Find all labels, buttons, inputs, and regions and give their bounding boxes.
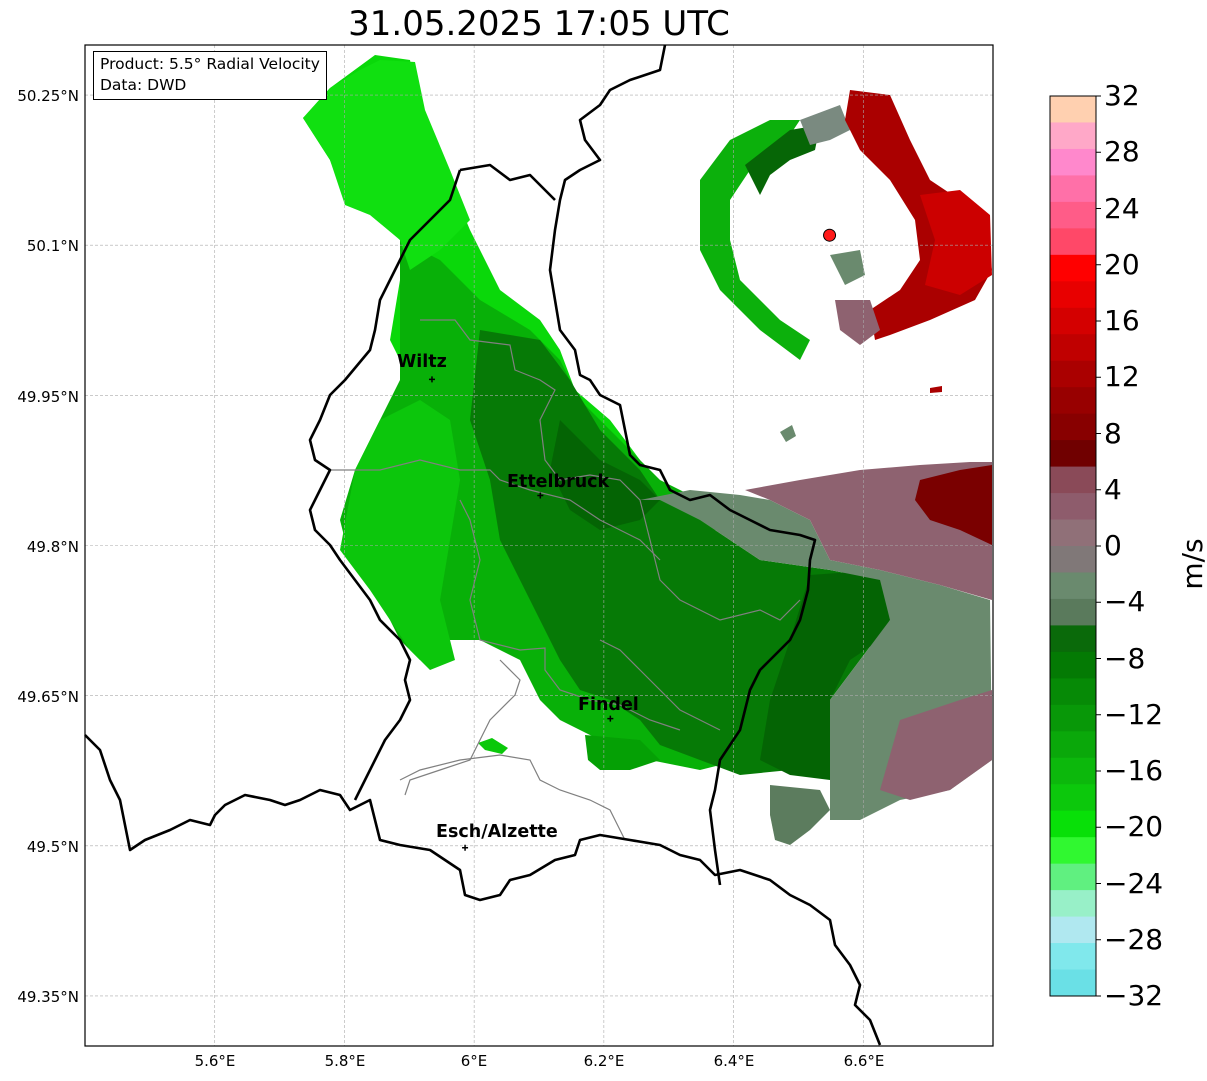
colorbar-segment [1050, 890, 1096, 918]
echo-small-gray [780, 425, 796, 442]
colorbar-tick-label: 4 [1104, 472, 1122, 506]
echo-mauve-south [880, 690, 992, 800]
lat-tick-label: 49.8°N [26, 538, 79, 556]
city-label-esch-alzette: Esch/Alzette [436, 822, 558, 842]
lon-tick-label: 6.2°E [583, 1052, 625, 1070]
colorbar-tick-label: 0 [1104, 529, 1122, 562]
city-label-ettelbruck: Ettelbruck [507, 472, 610, 492]
echo-gray-green-south [770, 785, 830, 845]
colorbar-segment [1050, 175, 1096, 203]
lon-tick-label: 6°E [460, 1052, 488, 1070]
colorbar-tick-label: 20 [1104, 247, 1140, 281]
colorbar-tick-label: −8 [1104, 641, 1146, 675]
colorbar-segment [1050, 598, 1096, 626]
colorbar-segment [1050, 969, 1096, 997]
city-marker [607, 715, 614, 722]
colorbar-segment [1050, 440, 1096, 468]
lat-tick-label: 50.1°N [26, 237, 79, 255]
colorbar-segment [1050, 519, 1096, 547]
colorbar-segment [1050, 201, 1096, 229]
city-label-wiltz: Wiltz [397, 352, 447, 372]
echo-deep-green [550, 420, 660, 530]
graticule [85, 45, 993, 1046]
product-info-box: Product: 5.5° Radial Velocity Data: DWD [93, 51, 327, 100]
velocity-field [303, 55, 992, 845]
colorbar-segment [1050, 546, 1096, 573]
colorbar-segment [1050, 625, 1096, 653]
colorbar-tick-label: −12 [1104, 697, 1164, 731]
colorbar-segment [1050, 704, 1096, 732]
echo-dark-red-east [915, 465, 992, 545]
colorbar-segment [1050, 731, 1096, 759]
echo-light-green-west [340, 400, 460, 670]
map-title: 31.05.2025 17:05 UTC [348, 4, 730, 44]
colorbar-segment [1050, 254, 1096, 282]
colorbar-segment [1050, 916, 1096, 944]
colorbar [1050, 95, 1101, 997]
lat-tick-label: 49.5°N [26, 838, 79, 856]
lat-tick-label: 49.95°N [17, 388, 79, 406]
city-label-findel: Findel [578, 695, 639, 715]
radar-site-marker [823, 228, 837, 242]
colorbar-segment [1050, 810, 1096, 838]
colorbar-segment [1050, 757, 1096, 785]
lat-tick-label: 49.35°N [17, 988, 79, 1006]
colorbar-segment [1050, 863, 1096, 891]
colorbar-segment [1050, 466, 1096, 494]
data-source-label: Data: DWD [100, 76, 187, 94]
radar-ring-echo [700, 90, 992, 360]
lon-tick-label: 5.6°E [194, 1052, 236, 1070]
colorbar-tick-label: −32 [1104, 979, 1164, 1012]
admin-boundaries [330, 319, 801, 841]
colorbar-segment [1050, 943, 1096, 971]
city-markers [428, 376, 614, 851]
echo-green-north [303, 60, 470, 270]
city-marker [462, 844, 469, 851]
colorbar-segment [1050, 572, 1096, 600]
colorbar-segment [1050, 96, 1096, 123]
colorbar-tick-label: 28 [1104, 135, 1140, 169]
lon-tick-label: 5.8°E [324, 1052, 366, 1070]
country-borders [84, 44, 882, 1046]
colorbar-tick-label: 24 [1104, 191, 1140, 225]
lon-tick-label: 6.4°E [713, 1052, 755, 1070]
colorbar-tick-label: 12 [1104, 360, 1140, 394]
city-marker [537, 492, 544, 499]
product-label: Product: 5.5° Radial Velocity [100, 55, 320, 73]
colorbar-segment [1050, 678, 1096, 706]
colorbar-frame [1049, 95, 1097, 997]
colorbar-segment [1050, 228, 1096, 256]
colorbar-unit-label: m/s [1176, 538, 1207, 590]
colorbar-tick-label: −24 [1104, 866, 1164, 900]
colorbar-segment [1050, 148, 1096, 176]
colorbar-tick-label: −28 [1104, 922, 1164, 956]
colorbar-tick-label: 8 [1104, 416, 1122, 450]
lat-tick-label: 50.25°N [17, 87, 79, 105]
colorbar-segment [1050, 784, 1096, 812]
colorbar-segment [1050, 651, 1096, 679]
lon-tick-label: 6.6°E [843, 1052, 885, 1070]
city-marker [428, 376, 435, 383]
colorbar-tick-label: −4 [1104, 585, 1146, 619]
colorbar-segment [1050, 334, 1096, 362]
map-frame [84, 44, 994, 1047]
echo-deep-green-east [760, 570, 900, 780]
colorbar-tick-label: −20 [1104, 810, 1164, 844]
colorbar-tick-label: 32 [1104, 79, 1140, 112]
colorbar-tick-label: 16 [1104, 304, 1140, 337]
colorbar-segment [1050, 493, 1096, 521]
colorbar-segment [1050, 360, 1096, 388]
colorbar-tick-label: −16 [1104, 754, 1164, 787]
colorbar-segment [1050, 122, 1096, 150]
echo-small-red [930, 386, 942, 393]
colorbar-segment [1050, 837, 1096, 865]
colorbar-segment [1050, 307, 1096, 335]
echo-small-green [478, 738, 508, 754]
colorbar-segment [1050, 281, 1096, 309]
lat-tick-label: 49.65°N [17, 688, 79, 706]
colorbar-segment [1050, 413, 1096, 441]
colorbar-segment [1050, 387, 1096, 415]
